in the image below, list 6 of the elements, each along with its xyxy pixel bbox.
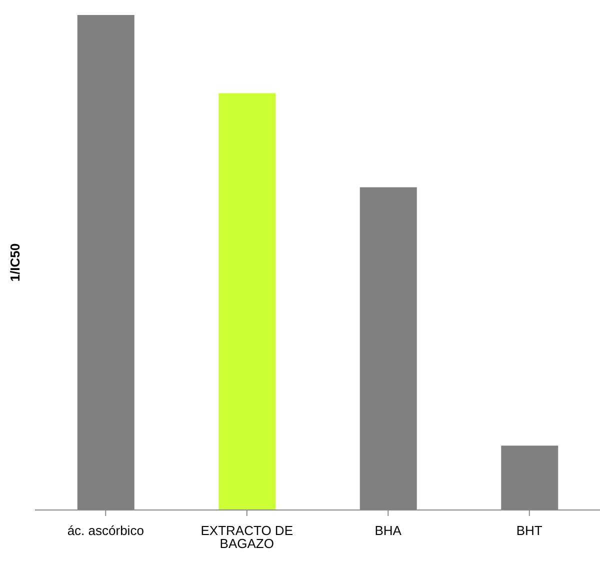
x-tick-label: BHT [516,523,542,538]
y-axis-title: 1/IC50 [8,243,23,282]
x-tick-label: EXTRACTO DE BAGAZO [200,523,294,552]
x-tick-label: BHA [374,523,402,538]
x-tick-label: ác. ascórbico [67,523,144,538]
bar [218,93,276,510]
